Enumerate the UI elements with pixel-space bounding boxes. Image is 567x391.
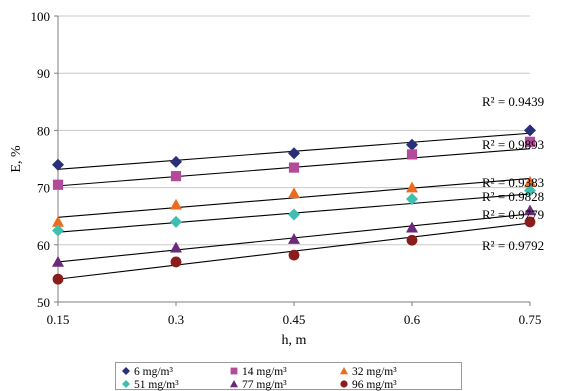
data-point xyxy=(170,155,182,168)
x-tick-label: 0.45 xyxy=(283,312,306,327)
x-tick-label: 0.3 xyxy=(168,312,184,327)
r-squared-label: R² = 0.9439 xyxy=(482,94,544,109)
legend-label: 14 mg/m³ xyxy=(242,366,287,378)
y-tick-label: 80 xyxy=(37,123,50,138)
legend-label: 32 mg/m³ xyxy=(352,366,397,378)
legend-label: 96 mg/m³ xyxy=(352,379,397,391)
data-point xyxy=(288,147,300,160)
y-tick-label: 60 xyxy=(37,238,50,253)
r-squared-label: R² = 0.9779 xyxy=(482,207,544,222)
data-point xyxy=(52,215,64,227)
y-tick-label: 100 xyxy=(31,9,51,24)
legend-marker xyxy=(340,367,348,375)
y-tick-label: 90 xyxy=(37,66,50,81)
data-point xyxy=(288,233,300,244)
legend-label: 51 mg/m³ xyxy=(134,379,179,391)
data-point xyxy=(288,162,300,173)
data-point xyxy=(52,224,64,237)
data-point xyxy=(406,234,418,246)
data-point xyxy=(524,204,536,216)
legend-marker xyxy=(122,380,130,388)
legend-marker xyxy=(122,367,130,375)
data-point xyxy=(170,241,182,253)
data-point xyxy=(170,215,182,228)
data-point xyxy=(288,187,300,199)
tick-labels: 50 60 70 80 90 100 0.15 0.3 0.45 0.6 0.75 xyxy=(31,9,542,327)
data-point xyxy=(406,181,418,193)
data-point xyxy=(406,149,418,160)
axes xyxy=(54,15,531,306)
data-point xyxy=(406,221,418,233)
data-point xyxy=(406,138,418,151)
data-point xyxy=(170,256,182,268)
data-point xyxy=(52,255,64,267)
legend-svg: 6 mg/m³ 14 mg/m³ 32 mg/m³ 51 mg/m³ 77 mg/m³ 9… xyxy=(122,366,397,391)
data-point xyxy=(52,158,64,171)
data-point xyxy=(52,179,64,190)
r-squared-label: R² = 0.9383 xyxy=(482,175,544,190)
data-point xyxy=(524,175,536,187)
legend-marker xyxy=(230,380,238,388)
r-squared-label: R² = 0.9893 xyxy=(482,137,544,152)
legend-label: 6 mg/m³ xyxy=(134,366,173,378)
legend-marker xyxy=(230,367,238,375)
legend: 6 mg/m³ 14 mg/m³ 32 mg/m³ 51 mg/m³ 77 mg/m³ 9… xyxy=(115,362,462,391)
x-tick-label: 0.15 xyxy=(47,312,70,327)
r-squared-label: R² = 0.9828 xyxy=(482,189,544,204)
x-tick-label: 0.6 xyxy=(404,312,421,327)
data-point xyxy=(288,249,300,261)
x-axis-label: h, m xyxy=(282,333,307,348)
data-point xyxy=(524,136,536,147)
data-point xyxy=(170,171,182,182)
data-point xyxy=(524,216,536,228)
data-point xyxy=(524,124,536,137)
data-point xyxy=(524,184,536,197)
data-point xyxy=(52,273,64,285)
y-tick-label: 70 xyxy=(37,181,50,196)
legend-marker xyxy=(340,380,348,388)
data-point xyxy=(406,193,418,206)
r-squared-label: R² = 0.9792 xyxy=(482,238,544,253)
data-point xyxy=(170,198,182,210)
data-markers xyxy=(52,124,536,285)
data-point xyxy=(288,208,300,221)
x-tick-label: 0.75 xyxy=(519,312,542,327)
y-tick-label: 50 xyxy=(37,295,50,310)
legend-label: 77 mg/m³ xyxy=(242,379,287,391)
y-axis-label: E, % xyxy=(9,145,24,173)
